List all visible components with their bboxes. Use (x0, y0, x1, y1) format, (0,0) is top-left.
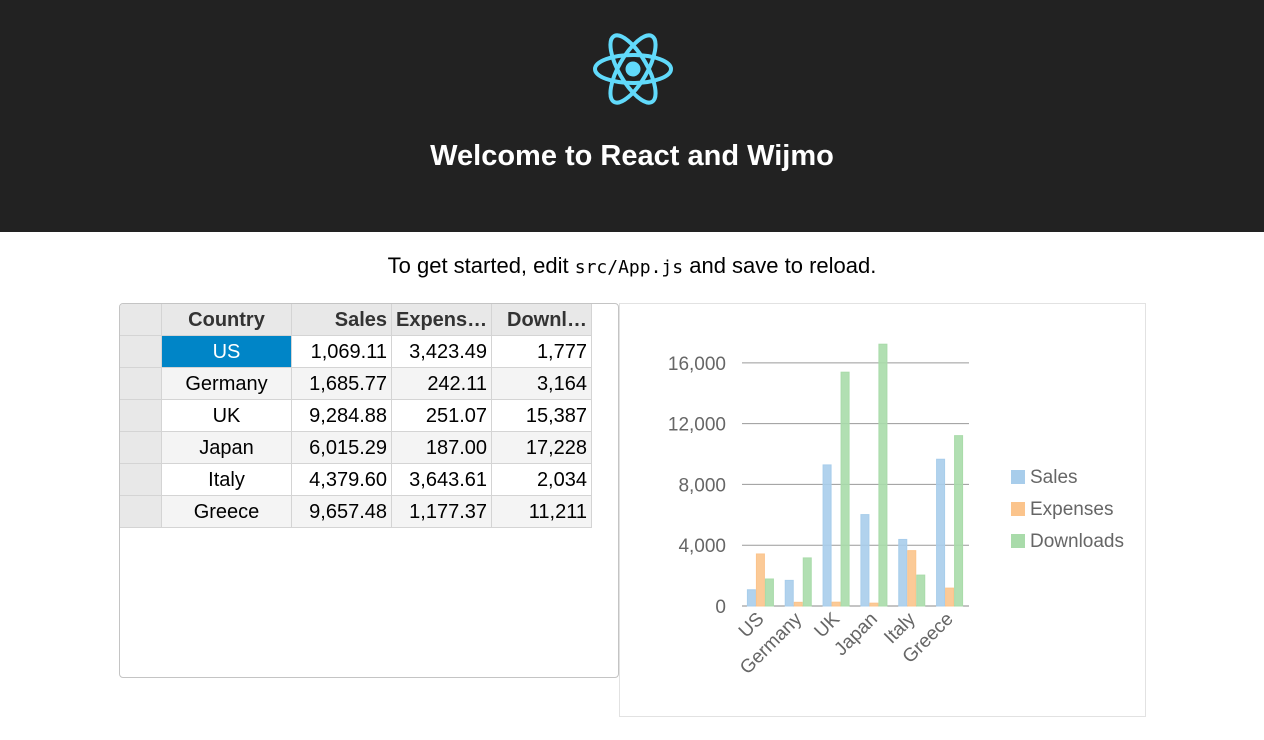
row-header[interactable] (120, 432, 162, 464)
sales-cell[interactable]: 9,657.48 (292, 496, 392, 528)
column-header-expenses[interactable]: Expens… (392, 304, 492, 336)
bar-expenses (869, 602, 879, 607)
downloads-cell[interactable]: 3,164 (492, 368, 592, 400)
country-cell[interactable]: Greece (162, 496, 292, 528)
country-cell[interactable]: Italy (162, 464, 292, 496)
country-cell[interactable]: Japan (162, 432, 292, 464)
expenses-cell[interactable]: 242.11 (392, 368, 492, 400)
legend-swatch (1011, 534, 1025, 548)
bar-downloads (802, 557, 812, 607)
table-row[interactable]: Italy 4,379.60 3,643.61 2,034 (120, 464, 592, 496)
expenses-cell[interactable]: 187.00 (392, 432, 492, 464)
expenses-cell[interactable]: 251.07 (392, 400, 492, 432)
column-header-country[interactable]: Country (162, 304, 292, 336)
bar-sales (860, 514, 870, 607)
table-row[interactable]: Japan 6,015.29 187.00 17,228 (120, 432, 592, 464)
legend-label: Sales (1030, 467, 1078, 488)
row-header[interactable] (120, 496, 162, 528)
sales-cell[interactable]: 1,069.11 (292, 336, 392, 368)
table-row[interactable]: Greece 9,657.48 1,177.37 11,211 (120, 496, 592, 528)
y-tick-label: 16,000 (668, 354, 726, 375)
column-header-sales[interactable]: Sales (292, 304, 392, 336)
y-tick-label: 12,000 (668, 415, 726, 436)
row-header[interactable] (120, 464, 162, 496)
intro-after: and save to reload. (683, 253, 877, 278)
sales-cell[interactable]: 1,685.77 (292, 368, 392, 400)
table-row[interactable]: UK 9,284.88 251.07 15,387 (120, 400, 592, 432)
bar-sales (936, 458, 946, 607)
downloads-cell[interactable]: 11,211 (492, 496, 592, 528)
data-grid[interactable]: Country Sales Expens… Downl… US 1,069.11… (119, 303, 619, 678)
expenses-cell[interactable]: 1,177.37 (392, 496, 492, 528)
y-tick-label: 8,000 (678, 475, 726, 496)
expenses-cell[interactable]: 3,423.49 (392, 336, 492, 368)
bar-sales (746, 589, 756, 607)
react-atom-icon (593, 33, 673, 105)
y-tick-label: 4,000 (678, 536, 726, 557)
bar-sales (784, 579, 794, 607)
bar-sales (898, 538, 908, 607)
country-cell[interactable]: Germany (162, 368, 292, 400)
downloads-cell[interactable]: 17,228 (492, 432, 592, 464)
x-tick-label: Japan (830, 609, 881, 660)
grid-header-row: Country Sales Expens… Downl… (120, 304, 592, 336)
table-row[interactable]: Germany 1,685.77 242.11 3,164 (120, 368, 592, 400)
bar-expenses (907, 550, 917, 607)
legend-swatch (1011, 502, 1025, 516)
bar-expenses (831, 601, 841, 607)
country-cell[interactable]: US (162, 336, 292, 368)
bar-expenses (755, 553, 765, 607)
intro-before: To get started, edit (387, 253, 575, 278)
table-row[interactable]: US 1,069.11 3,423.49 1,777 (120, 336, 592, 368)
app-header: Welcome to React and Wijmo (0, 0, 1264, 232)
row-header[interactable] (120, 368, 162, 400)
bar-downloads (840, 371, 850, 607)
legend-label: Expenses (1030, 499, 1113, 520)
y-tick-label: 0 (715, 597, 726, 618)
bar-expenses (945, 587, 955, 607)
sales-cell[interactable]: 6,015.29 (292, 432, 392, 464)
country-cell[interactable]: UK (162, 400, 292, 432)
grid-top-left-cell[interactable] (120, 304, 162, 336)
downloads-cell[interactable]: 1,777 (492, 336, 592, 368)
downloads-cell[interactable]: 2,034 (492, 464, 592, 496)
downloads-cell[interactable]: 15,387 (492, 400, 592, 432)
bar-expenses (793, 601, 803, 607)
bar-downloads (878, 343, 888, 607)
bar-downloads (916, 574, 926, 607)
chart-panel: 0 4,000 8,000 12,000 16,000 US Germany UK Japan I… (619, 303, 1146, 717)
expenses-cell[interactable]: 3,643.61 (392, 464, 492, 496)
app-title: Welcome to React and Wijmo (430, 140, 834, 172)
column-header-downloads[interactable]: Downl… (492, 304, 592, 336)
legend-swatch (1011, 470, 1025, 484)
bar-downloads (954, 435, 964, 607)
legend-label: Downloads (1030, 531, 1124, 552)
bar-sales (822, 464, 832, 607)
sales-cell[interactable]: 9,284.88 (292, 400, 392, 432)
row-header[interactable] (120, 336, 162, 368)
intro-code: src/App.js (574, 257, 684, 278)
sales-cell[interactable]: 4,379.60 (292, 464, 392, 496)
intro-text: To get started, edit src/App.js and save… (0, 253, 1264, 279)
row-header[interactable] (120, 400, 162, 432)
bar-downloads (764, 578, 774, 607)
